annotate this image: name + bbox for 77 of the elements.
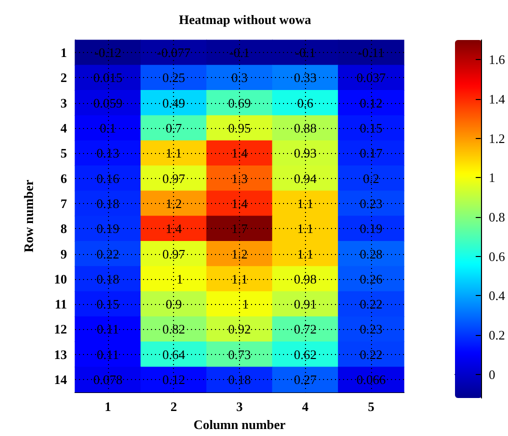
data-label: 1.1 [297,246,314,262]
data-label: 0.27 [294,372,318,388]
y-tick-label: 3 [60,95,68,110]
data-label: 1.3 [231,170,248,186]
data-label: 0.3 [231,70,248,86]
data-label: 0.94 [294,170,318,186]
data-label: 0.16 [96,170,120,186]
data-label: 0.22 [360,296,382,312]
color-bar-label: 1.4 [488,92,506,107]
data-label: 0.13 [96,146,120,161]
data-label: 1.2 [166,196,182,211]
data-label: 0.19 [360,221,382,236]
data-label: 0.15 [360,120,382,136]
data-label: 1.1 [297,221,314,236]
data-label: 0.078 [93,372,123,388]
data-label: 0.11 [96,322,120,337]
data-label: 0.2 [362,170,380,186]
data-label: 0.23 [360,322,382,337]
data-label: 0.12 [360,95,382,110]
data-label: 0.18 [228,372,251,388]
data-label: -0.1 [295,45,316,60]
data-label: 0.22 [96,246,120,262]
y-tick-label: 12 [54,322,67,337]
data-label: 1.2 [231,246,248,262]
data-label: 0.22 [360,346,382,362]
data-label: 0.73 [228,346,251,362]
data-label: 1.1 [297,196,314,211]
y-tick-label: 7 [60,196,68,211]
data-label: 0.72 [294,322,317,337]
color-bar-label: 0 [488,366,496,382]
y-tick-label: 6 [60,170,68,186]
color-bar-label: 1.6 [488,52,506,68]
y-tick-label: 4 [60,120,68,136]
data-label: 0.28 [360,246,382,262]
x-tick-label: 5 [368,399,375,414]
x-tick-label: 3 [236,399,244,414]
y-tick-label: 2 [60,70,67,86]
x-tick-label: 1 [104,399,112,414]
y-tick-label: 5 [60,146,68,161]
x-axis-title: Column number [193,417,286,432]
data-label: 0.17 [360,146,383,161]
data-label: 1 [176,271,183,286]
y-tick-label: 14 [54,372,68,388]
data-label: 0.059 [93,95,123,110]
color-bar-label: 0.8 [488,210,505,225]
data-label: 0.23 [360,196,382,211]
data-label: -0.077 [156,45,191,60]
data-label: 0.015 [93,70,123,86]
data-label: 0.26 [360,271,383,286]
data-label: 0.18 [96,271,120,286]
y-tick-label: 9 [60,246,68,262]
x-tick-label: 2 [170,399,177,414]
data-label: 0.18 [96,196,120,211]
y-tick-label: 8 [60,221,68,236]
y-tick-label: 13 [54,346,68,362]
color-bar-label: 1.2 [488,130,505,146]
chart-title: Heatmap without wowa [178,12,312,27]
x-tick-label: 4 [302,399,310,414]
data-label: 0.19 [96,221,120,236]
data-label: 0.11 [96,346,120,362]
data-label: 1.4 [231,146,248,161]
color-bar-label: 0.2 [488,328,505,343]
data-label: 1 [242,296,249,312]
data-label: 0.15 [96,296,120,312]
color-bar-label: 0.6 [488,248,506,264]
y-axis-title: Row number [21,180,36,252]
y-tick-label: 1 [60,45,67,60]
data-label: -0.1 [229,45,250,60]
data-label: 1.4 [231,196,248,211]
data-label: 0.1 [100,120,116,136]
y-tick-label: 11 [54,296,67,312]
data-label: 1.1 [231,271,248,286]
data-label: 0.6 [297,95,314,110]
color-bar-label: 0.4 [488,288,506,304]
color-bar-label: 1 [488,170,496,186]
data-label: 0.92 [228,322,251,337]
y-tick-label: 10 [54,271,67,286]
